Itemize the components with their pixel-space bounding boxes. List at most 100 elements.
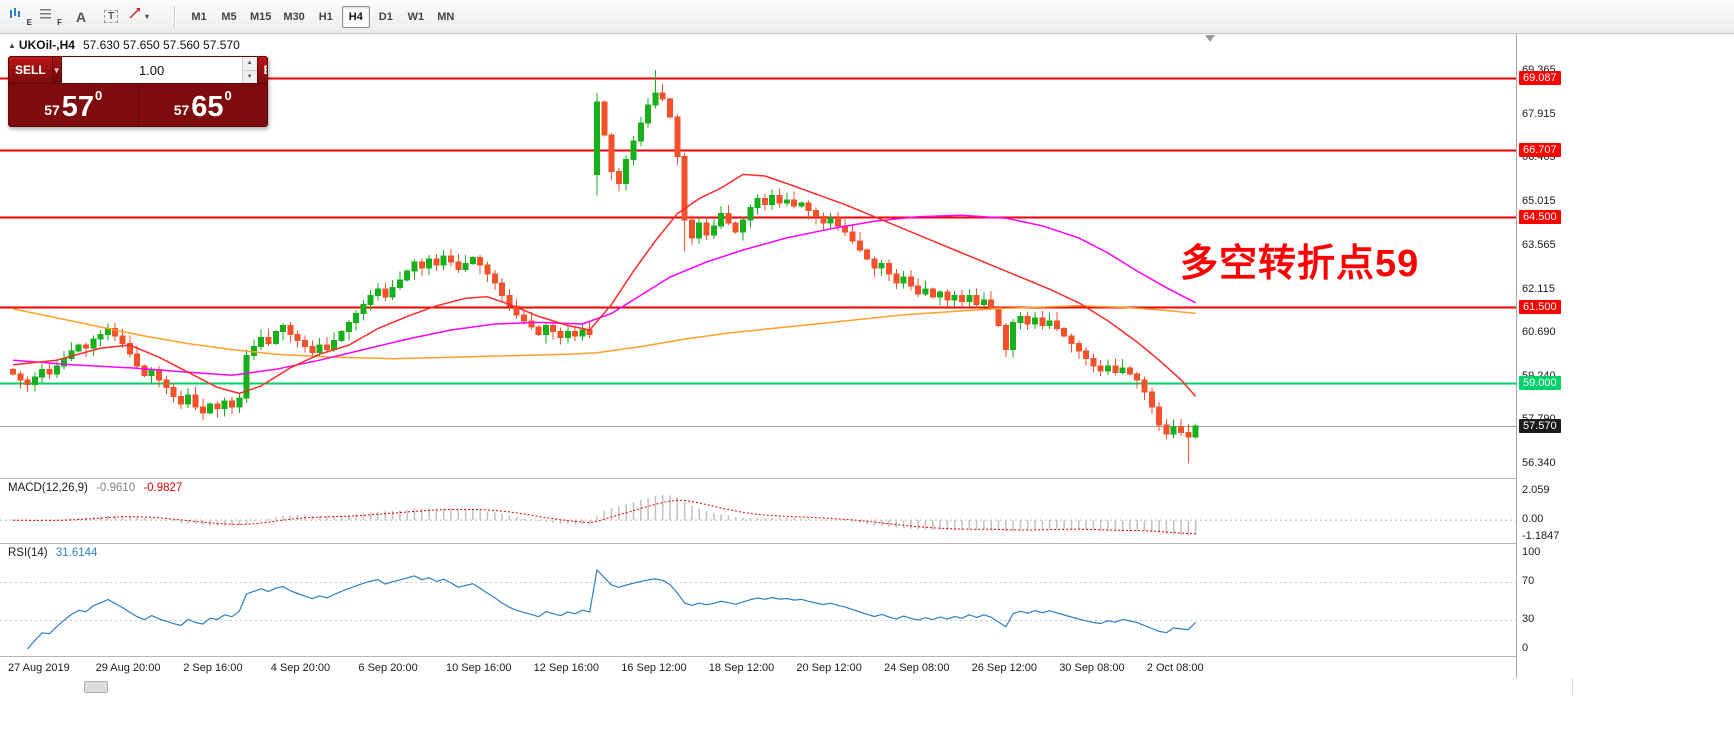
mini-candles-icon [10, 7, 20, 18]
chart-ohlc-quote: 57.630 57.650 57.560 57.570 [82, 38, 240, 52]
time-axis-label: 29 Aug 20:00 [95, 662, 161, 674]
bid-decimals: 57 [61, 91, 95, 123]
axis-tick-label: 30 [1522, 613, 1535, 626]
timeframe-group: M1 M5 M15 M30 H1 H4 D1 W1 MN [184, 5, 461, 28]
time-axis-label: 24 Sep 08:00 [884, 662, 950, 674]
macd-indicator-panel[interactable]: MACD(12,26,9) -0.9610 -0.9827 [0, 478, 1516, 544]
bid-price-display[interactable]: 57 57 0 [9, 84, 139, 126]
ask-pip: 0 [224, 88, 232, 103]
axis-tick-label: 67.915 [1522, 107, 1556, 120]
timeframe-button-M30[interactable]: M30 [278, 6, 309, 28]
main-chart-canvas[interactable] [0, 34, 1516, 478]
ask-int: 57 [173, 102, 190, 118]
macd-canvas[interactable] [0, 479, 1516, 544]
chart-annotation-text: 多空转折点59 [1180, 243, 1420, 285]
axis-tick-label: 0.00 [1522, 513, 1544, 526]
chart-shift-marker-icon [1205, 35, 1215, 42]
toolbar: E F A T ▾ M1 M5 M15 M30 H1 H4 D1 W1 MN [0, 0, 1734, 34]
trade-controls-row: SELL ▼ ▲ ▼ BUY [9, 57, 267, 83]
macd-title: MACD(12,26,9) -0.9610 -0.9827 [8, 482, 182, 494]
ask-price-display[interactable]: 57 65 0 [139, 84, 268, 126]
ask-decimals: 65 [191, 91, 224, 123]
volume-input[interactable] [61, 57, 242, 83]
rsi-title: RSI(14) 31.6144 [8, 547, 97, 559]
letter-a-glyph: A [75, 8, 87, 25]
axis-tick-label: 60.690 [1522, 325, 1556, 338]
volume-decrease-button[interactable]: ▼ [242, 69, 257, 83]
chart-window[interactable]: ▲ UKOil-,H4 57.630 57.650 57.560 57.570 多空… [0, 34, 1573, 694]
price-level-badge: 69.087 [1519, 71, 1561, 86]
axis-tick-label: 62.115 [1522, 282, 1555, 295]
chart-symbol-label: UKOil-,H4 [18, 38, 75, 52]
price-level-badge: 61.500 [1519, 300, 1561, 315]
buy-button[interactable]: BUY [257, 57, 267, 83]
diagonal-arrow-icon [129, 7, 140, 19]
timeframe-button-M15[interactable]: M15 [245, 6, 276, 28]
timeframe-button-M1[interactable]: M1 [185, 6, 213, 28]
sell-button[interactable]: SELL [9, 57, 52, 83]
timeframe-button-M5[interactable]: M5 [215, 6, 243, 28]
tool-sub-letter: F [57, 17, 62, 27]
time-axis-label: 10 Sep 16:00 [446, 662, 512, 674]
volume-dropdown-button[interactable]: ▼ [51, 57, 61, 83]
price-level-badge: 66.707 [1519, 143, 1561, 158]
time-axis[interactable]: 27 Aug 2019 29 Aug 20:00 2 Sep 16:00 4 Sep … [0, 656, 1516, 679]
toolbar-separator [174, 5, 176, 28]
letter-t-glyph: T [103, 10, 119, 23]
rsi-canvas[interactable] [0, 544, 1516, 657]
volume-increase-button[interactable]: ▲ [242, 57, 257, 70]
axis-tick-label: 0 [1522, 642, 1529, 654]
time-axis-label: 12 Sep 16:00 [533, 662, 600, 674]
time-axis-label: 18 Sep 12:00 [708, 662, 775, 674]
price-axis[interactable]: 69.365 67.915 66.465 65.015 63.565 62.115 60.6… [1516, 34, 1573, 678]
volume-spinners: ▲ ▼ [241, 57, 257, 83]
axis-tick-label: 65.015 [1522, 195, 1556, 208]
time-axis-label: 16 Sep 12:00 [621, 662, 687, 674]
price-level-badge: 59.000 [1519, 375, 1561, 390]
timeframe-button-MN[interactable]: MN [432, 6, 460, 28]
price-level-badge: 64.500 [1519, 209, 1561, 224]
timeframe-button-W1[interactable]: W1 [402, 6, 430, 28]
axis-tick-label: 63.565 [1522, 238, 1556, 251]
rsi-indicator-panel[interactable]: RSI(14) 31.6144 [0, 543, 1516, 657]
macd-name: MACD(12,26,9) [8, 482, 88, 494]
time-axis-label: 4 Sep 20:00 [270, 662, 331, 674]
scrollbar-thumb[interactable] [84, 681, 108, 693]
chart-tool-e-icon[interactable]: E [7, 5, 35, 29]
axis-tick-label: -1.1847 [1522, 529, 1560, 542]
axis-tick-label: 70 [1522, 574, 1535, 587]
chart-tool-f-icon[interactable]: F [37, 5, 65, 29]
bid-pip: 0 [95, 88, 103, 103]
one-click-trading-widget: SELL ▼ ▲ ▼ BUY 57 57 0 [8, 56, 268, 127]
bid-int: 57 [44, 102, 60, 118]
main-chart-panel[interactable]: ▲ UKOil-,H4 57.630 57.650 57.560 57.570 多空… [0, 34, 1516, 478]
axis-tick-label: 2.059 [1522, 483, 1550, 496]
draw-line-tool-icon[interactable]: ▾ [127, 5, 165, 29]
macd-main-value: -0.9610 [96, 482, 136, 494]
time-axis-label: 2 Oct 08:00 [1146, 662, 1204, 674]
horizontal-scrollbar[interactable] [0, 678, 1516, 694]
symbol-marker-icon: ▲ [8, 41, 16, 50]
time-axis-label: 30 Sep 08:00 [1059, 662, 1125, 674]
timeframe-button-H4[interactable]: H4 [341, 5, 370, 28]
rsi-value: 31.6144 [55, 547, 98, 559]
timeframe-button-D1[interactable]: D1 [372, 6, 400, 28]
trade-prices-row: 57 57 0 57 65 0 [9, 83, 267, 126]
axis-tick-label: 100 [1522, 546, 1541, 559]
rsi-name: RSI(14) [8, 547, 48, 559]
chart-title: ▲ UKOil-,H4 57.630 57.650 57.560 57.570 [8, 38, 240, 52]
time-axis-label: 2 Sep 16:00 [183, 662, 243, 674]
time-axis-label: 20 Sep 12:00 [796, 662, 862, 674]
tool-sub-letter: E [26, 17, 32, 27]
macd-signal-value: -0.9827 [143, 482, 183, 494]
dropdown-caret-icon: ▾ [144, 12, 149, 21]
axis-tick-label: 56.340 [1522, 457, 1556, 470]
mini-lines-icon [40, 8, 51, 18]
time-axis-label: 27 Aug 2019 [8, 662, 70, 674]
time-axis-label: 6 Sep 20:00 [358, 662, 418, 674]
price-level-badge: 57.570 [1519, 419, 1561, 434]
text-label-tool-icon[interactable]: A [67, 5, 95, 29]
timeframe-button-H1[interactable]: H1 [312, 6, 340, 28]
text-box-tool-icon[interactable]: T [97, 5, 125, 29]
